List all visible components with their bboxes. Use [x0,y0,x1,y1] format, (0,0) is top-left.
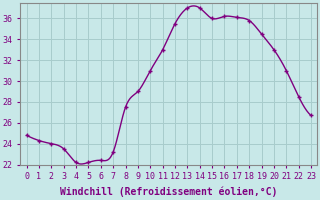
X-axis label: Windchill (Refroidissement éolien,°C): Windchill (Refroidissement éolien,°C) [60,187,277,197]
